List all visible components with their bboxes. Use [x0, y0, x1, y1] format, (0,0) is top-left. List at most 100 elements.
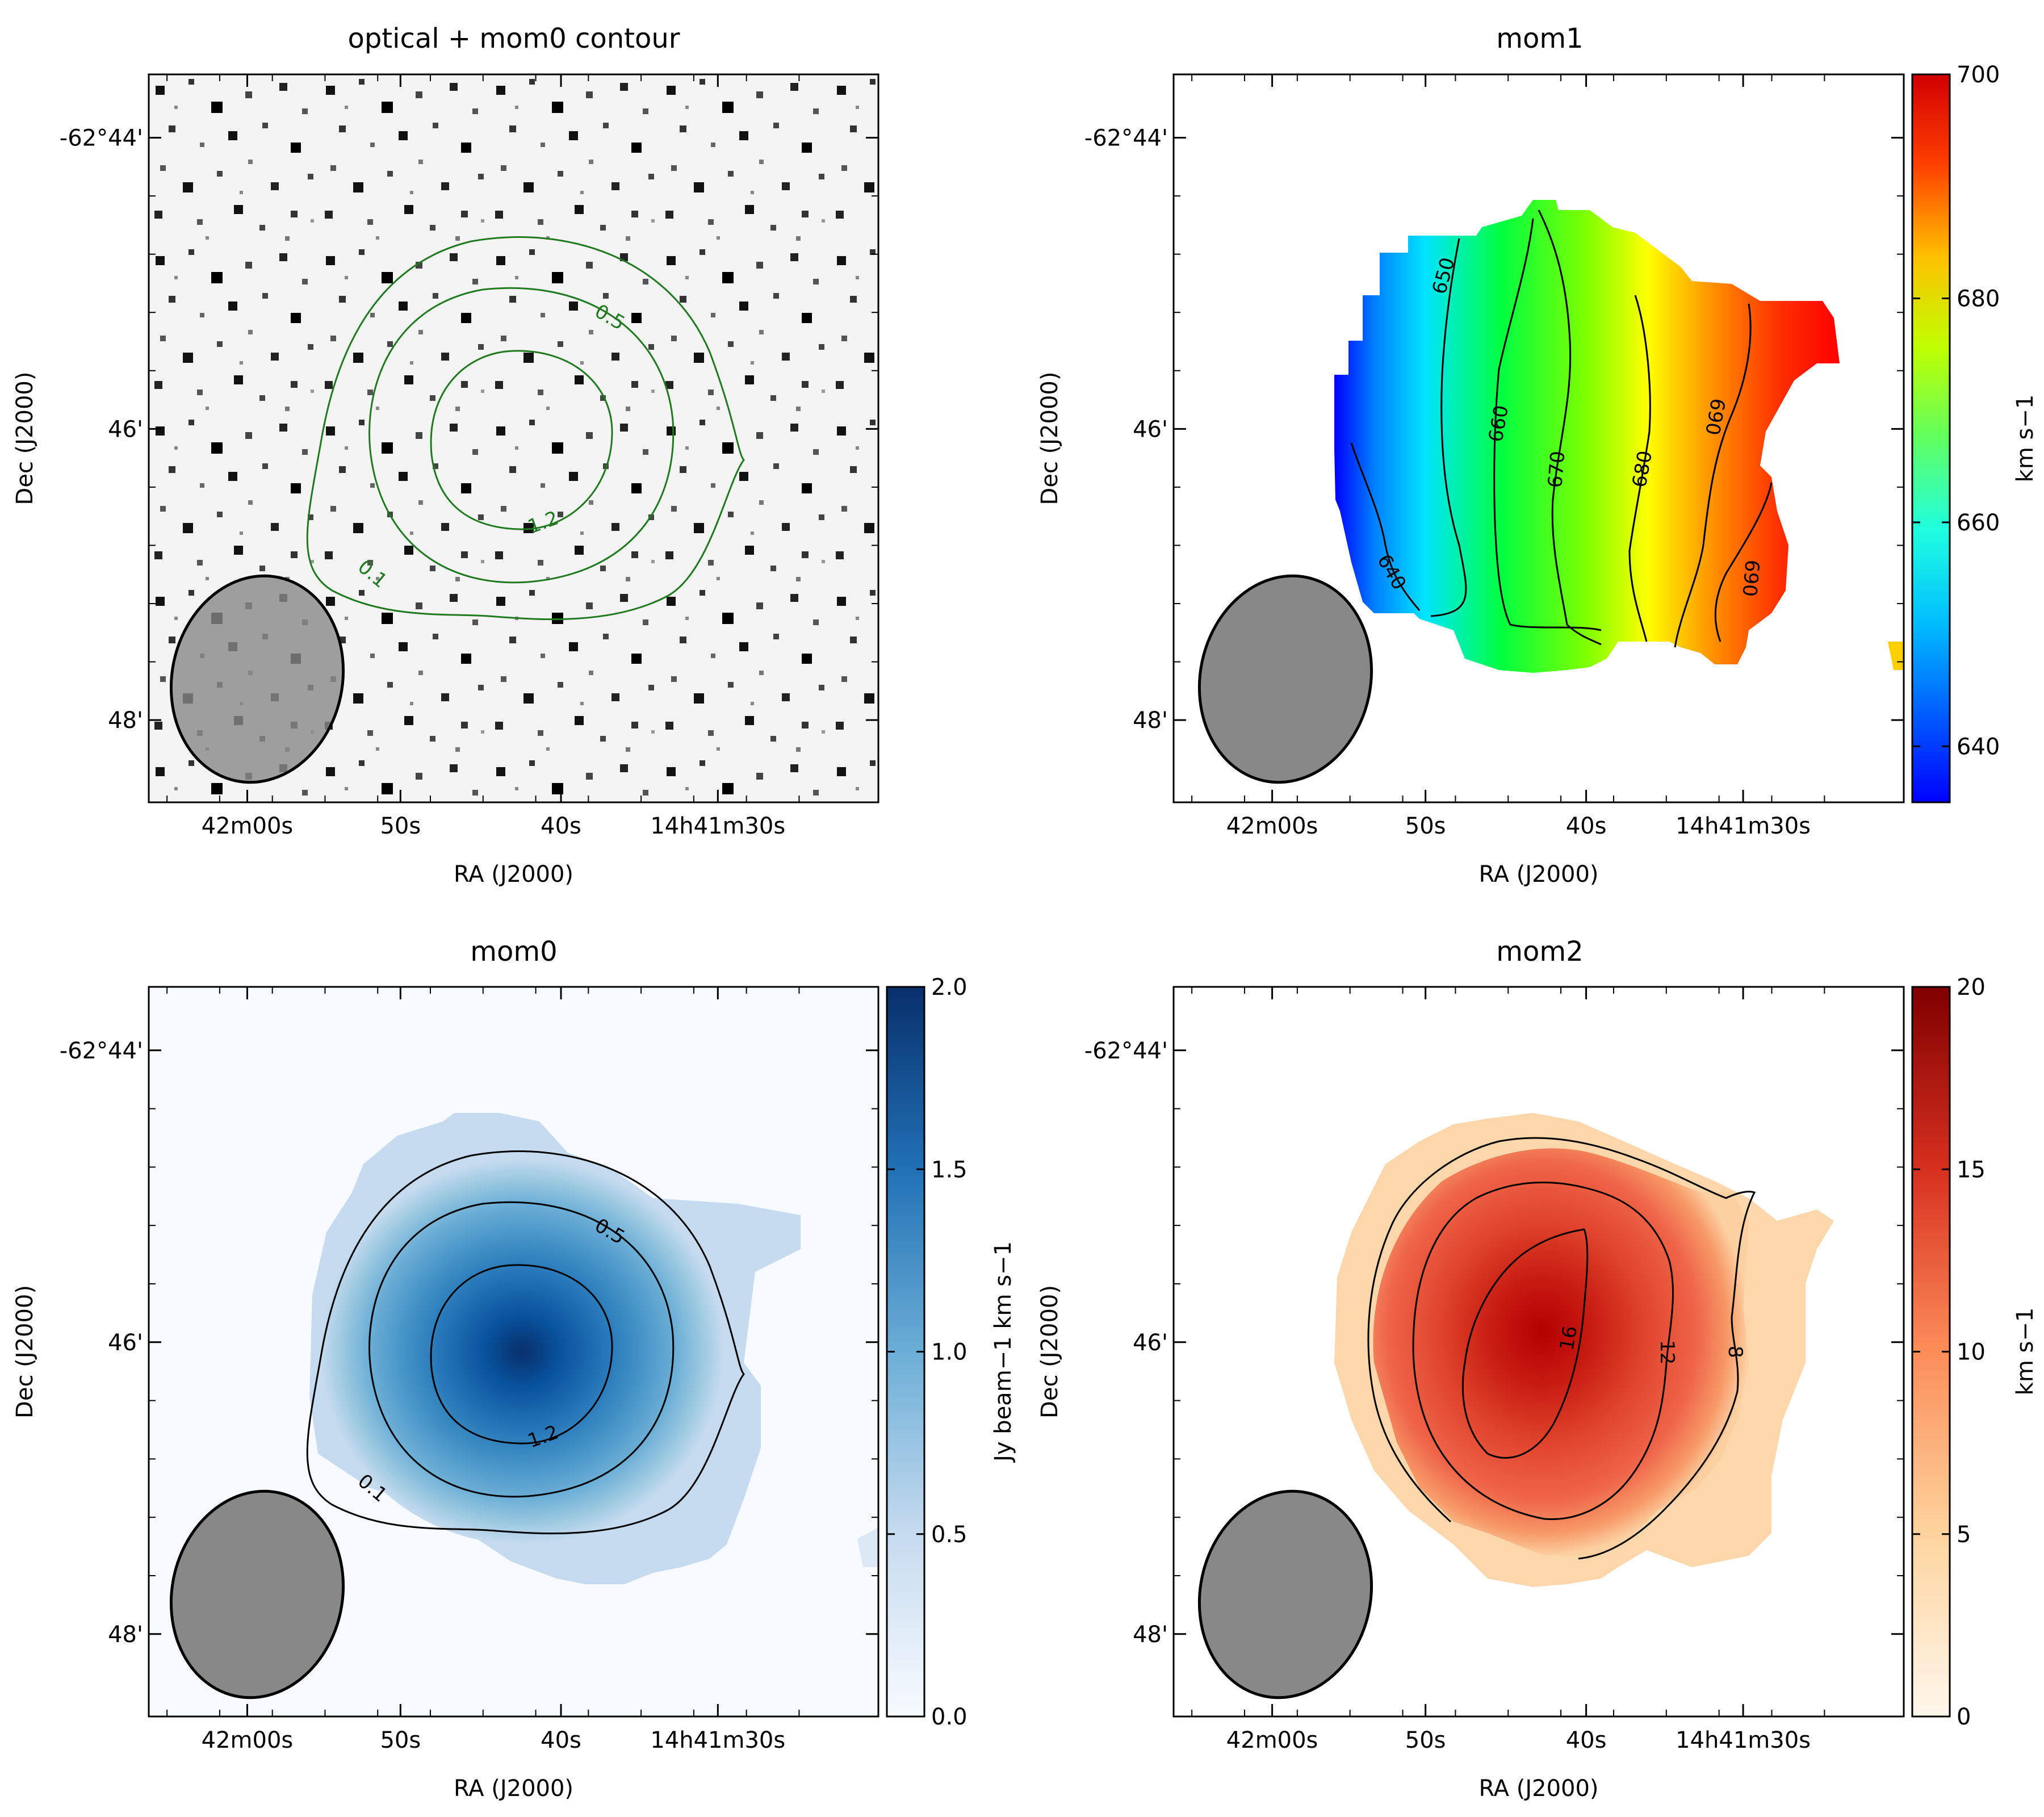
contour-label-12: 12	[1656, 1340, 1678, 1364]
contour-label-670: 670	[1544, 450, 1570, 489]
y-axis-label: Dec (J2000)	[12, 1285, 38, 1418]
x-axis-label: RA (J2000)	[1478, 861, 1598, 887]
contour-670	[1538, 210, 1602, 646]
axes-frame	[148, 73, 879, 803]
colorbar-tick-label: 1.0	[931, 1339, 967, 1366]
colorbar-tick-label: 0	[1957, 1704, 1971, 1730]
colorbar-ticks: 640 660 680 700	[1912, 62, 2000, 760]
dec-tick-label: -62°44'	[1084, 125, 1168, 152]
x-axis-label: RA (J2000)	[454, 1776, 573, 1802]
dec-tick-label: -62°44'	[1084, 1038, 1168, 1064]
y-axis-label: Dec (J2000)	[1037, 1285, 1063, 1418]
dec-tick-label: 48'	[108, 1622, 143, 1648]
x-axis-label: RA (J2000)	[454, 861, 573, 887]
contour-680	[1628, 295, 1651, 642]
colorbar-tick-label: 10	[1957, 1339, 1986, 1366]
ra-tick-label: 42m00s	[1226, 1727, 1318, 1753]
dec-tick-label: 48'	[1133, 1622, 1168, 1648]
contour-690	[1674, 303, 1752, 648]
axes-frame	[148, 986, 879, 1718]
contour-0.5	[368, 1201, 675, 1498]
panel-4-axes: 42m00s 50s 40s 14h41m30s -62°44' 46' 48' RA (J2…	[1037, 987, 1904, 1802]
contour-16	[1461, 1228, 1589, 1459]
mom1-edge-blob	[1888, 642, 1904, 670]
dec-tick-label: 46'	[1133, 1330, 1168, 1356]
contour-0.1	[306, 1150, 745, 1535]
dec-tick-label: 46'	[1133, 416, 1168, 442]
panel-mom2: 16 12 8 mom2 0 5 10 15 20 km s−1	[1172, 936, 2038, 1730]
colorbar-tick-label: 15	[1957, 1157, 1986, 1183]
ra-tick-label: 40s	[1566, 813, 1607, 839]
ra-tick-label: 14h41m30s	[650, 1727, 785, 1753]
colorbar-tick-label: 0.0	[931, 1704, 967, 1730]
contour-0.5	[368, 287, 675, 584]
ra-tick-label: 50s	[380, 1727, 421, 1753]
panel-title: mom2	[1496, 936, 1583, 968]
dec-tick-label: -62°44'	[60, 1038, 143, 1064]
contour-640	[1350, 442, 1421, 611]
y-axis-label: Dec (J2000)	[1037, 372, 1063, 505]
ra-tick-label: 14h41m30s	[1676, 1727, 1811, 1753]
beam-ellipse	[1197, 1489, 1373, 1699]
axes-frame	[1172, 986, 1905, 1718]
colorbar-tick-label: 680	[1957, 286, 2000, 312]
x-axis-label: RA (J2000)	[1478, 1776, 1598, 1802]
panel-mom0: 0.5 1.2 0.1 mom0 0.00.51.01.52.0 Jy beam…	[148, 936, 1016, 1730]
panel-2-axes: 42m00s 50s 40s 14h41m30s -62°44' 46' 48' RA (J2…	[1037, 74, 1904, 887]
ra-tick-label: 40s	[541, 1727, 581, 1753]
ra-tick-label: 50s	[1405, 1727, 1446, 1753]
mom2-body	[1373, 1148, 1749, 1556]
contour-label-16: 16	[1555, 1324, 1582, 1353]
contour-1.2	[430, 1264, 613, 1445]
contour-12	[1412, 1182, 1674, 1521]
panel-1-axes: 42m00s 50s 40s 14h41m30s -62°44' 46' 48' RA (J2…	[12, 74, 878, 887]
ra-tick-label: 14h41m30s	[1676, 813, 1811, 839]
ra-tick-label: 50s	[1405, 813, 1446, 839]
panel-title: mom0	[470, 936, 557, 968]
colorbar-tick-label: 640	[1957, 734, 2000, 760]
dec-tick-label: -62°44'	[60, 125, 143, 152]
contour-label-8: 8	[1724, 1346, 1746, 1358]
mom0-edge-blob	[857, 1527, 878, 1567]
dec-tick-label: 46'	[108, 1330, 143, 1356]
colorbar-tick-label: 5	[1957, 1522, 1971, 1548]
colorbar-tick-label: 1.5	[931, 1157, 967, 1183]
contour-label-690b: 690	[1737, 559, 1764, 597]
colorbar-label: km s−1	[2012, 1308, 2038, 1396]
ra-tick-label: 40s	[541, 813, 581, 839]
contour-660	[1493, 218, 1602, 631]
colorbar-tick-label: 0.5	[931, 1522, 967, 1548]
panel-3-axes: 42m00s 50s 40s 14h41m30s -62°44' 46' 48' RA (J2…	[12, 987, 878, 1802]
ra-tick-label: 14h41m30s	[650, 813, 785, 839]
colorbar-label: Jy beam−1 km s−1	[990, 1241, 1016, 1463]
colorbar-tick-label: 2.0	[931, 974, 967, 1000]
colorbar-tick-label: 20	[1957, 974, 1986, 1000]
contour-8	[1367, 1137, 1756, 1560]
beam-ellipse	[169, 574, 345, 784]
ra-tick-label: 50s	[380, 813, 421, 839]
colorbar-ticks: 0.0 0.5 1.0 1.5 2.0	[887, 974, 967, 1730]
colorbar	[1911, 73, 1951, 803]
colorbar-label: km s−1	[2012, 395, 2038, 483]
y-axis-label: Dec (J2000)	[12, 372, 38, 505]
colorbar-tick-label: 700	[1957, 62, 2000, 88]
contour-690b	[1714, 482, 1773, 642]
ra-tick-label: 42m00s	[202, 1727, 294, 1753]
axes-frame	[1172, 73, 1905, 803]
contour-650	[1430, 238, 1467, 617]
beam-ellipse	[169, 1489, 345, 1699]
panel-mom1: 640 650 660 670 680 690 690 mom1 6406606…	[1172, 23, 2038, 803]
panel-title: optical + mom0 contour	[347, 23, 680, 55]
ra-tick-label: 40s	[1566, 1727, 1607, 1753]
ra-tick-label: 42m00s	[202, 813, 294, 839]
mom0-emission	[321, 1158, 724, 1544]
contour-1.2	[430, 350, 613, 530]
colorbar-ticks: 0 5 10 15 20	[1912, 974, 1986, 1730]
panel-title: mom1	[1496, 23, 1583, 55]
colorbar-tick-label: 660	[1957, 510, 2000, 536]
beam-ellipse	[1197, 574, 1373, 784]
dec-tick-label: 48'	[1133, 707, 1168, 734]
panel-optical: 0.5 1.2 0.1 optical + mom0 contour	[148, 23, 879, 803]
axes-ticks: 42m00s 50s 40s 14h41m30s -62°44' 46' 48' RA (J2…	[12, 74, 1904, 1802]
